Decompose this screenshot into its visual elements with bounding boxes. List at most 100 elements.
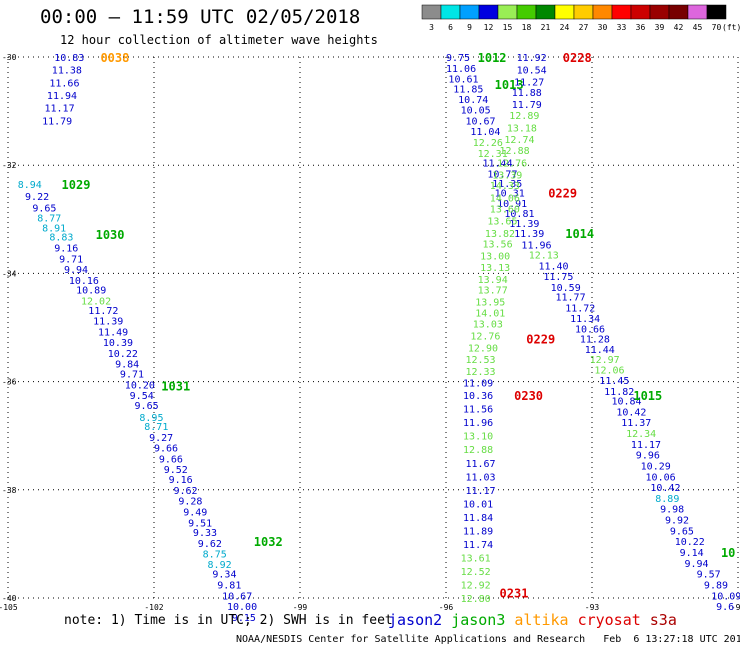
wave-height-value: 11.67 xyxy=(465,459,495,470)
colorscale-label: 42 xyxy=(674,23,684,32)
wave-height-value: 12.34 xyxy=(626,429,656,440)
pass-time-label: 1030 xyxy=(96,228,125,242)
wave-height-value: 9.52 xyxy=(164,465,188,476)
chart-subtitle: 12 hour collection of altimeter wave hei… xyxy=(60,33,378,47)
wave-height-value: 13.18 xyxy=(507,123,537,134)
wave-height-value: 11.17 xyxy=(631,440,661,451)
wave-height-value: 10.01 xyxy=(463,499,493,510)
wave-height-value: 9.16 xyxy=(169,475,193,486)
wave-height-value: 9.92 xyxy=(665,516,689,527)
wave-height-value: 10.91 xyxy=(497,199,527,210)
wave-height-value: 8.95 xyxy=(139,413,163,424)
wave-height-value: 10.84 xyxy=(611,397,641,408)
wave-height-value: 11.88 xyxy=(512,88,542,99)
wave-height-value: 13.77 xyxy=(478,286,508,297)
wave-height-value: 9.16 xyxy=(54,243,78,254)
wave-height-value: 13.65 xyxy=(487,216,517,227)
wave-height-value: 10.36 xyxy=(463,391,493,402)
plot-grid xyxy=(7,56,739,599)
wave-height-value: 11.85 xyxy=(453,84,483,95)
pass-time-label: 0230 xyxy=(514,389,543,403)
pass-time-label: 0229 xyxy=(548,186,577,200)
wave-height-value: 11.39 xyxy=(514,229,544,240)
wave-height-value: 13.82 xyxy=(485,229,515,240)
colorscale-swatch xyxy=(497,4,518,20)
wave-height-value: 12.76 xyxy=(470,332,500,343)
wave-height-value: 9.33 xyxy=(193,528,217,539)
wave-height-value: 9.65 xyxy=(670,526,694,537)
wave-height-value: 8.77 xyxy=(37,214,61,225)
colorscale-label: 24 xyxy=(560,23,570,32)
colorscale-label: 15 xyxy=(503,23,513,32)
wave-height-value: 11.79 xyxy=(42,116,72,127)
y-tick-label: -32 xyxy=(2,161,17,170)
pass-time-label: 0228 xyxy=(563,51,592,65)
wave-height-value: 11.35 xyxy=(492,179,522,190)
y-tick-label: -40 xyxy=(2,594,17,603)
wave-height-value: 12.76 xyxy=(497,158,527,169)
wave-height-value: 9.14 xyxy=(680,548,704,559)
wave-height-value: 8.83 xyxy=(49,233,73,244)
colorscale-label: 9 xyxy=(467,23,472,32)
wave-height-value: 12.53 xyxy=(465,355,495,366)
wave-height-value: 11.94 xyxy=(47,91,77,102)
pass-time-label: 1029 xyxy=(62,178,91,192)
wave-height-value: 8.89 xyxy=(655,494,679,505)
wave-height-value: 13.13 xyxy=(480,263,510,274)
colorscale-unit: (ft) xyxy=(722,23,740,32)
colorscale-swatch xyxy=(440,4,461,20)
wave-height-value: 11.89 xyxy=(463,526,493,537)
wave-height-value: 10.67 xyxy=(465,116,495,127)
colorscale-swatch xyxy=(706,4,727,20)
wave-height-value: 9.81 xyxy=(217,580,241,591)
wave-height-value: 12.31 xyxy=(478,149,508,160)
wave-height-value: 10.22 xyxy=(675,537,705,548)
wave-height-value: 13.10 xyxy=(463,432,493,443)
colorscale-label: 33 xyxy=(617,23,627,32)
y-tick-label: -30 xyxy=(2,53,17,62)
wave-height-value: 12.52 xyxy=(461,567,491,578)
colorscale-swatch xyxy=(478,4,499,20)
satellite-legend: jason2 jason3 altika cryosat s3a xyxy=(388,611,686,629)
wave-height-value: 9.96 xyxy=(636,451,660,462)
wave-height-value: 11.03 xyxy=(465,472,495,483)
colorscale-label: 21 xyxy=(541,23,551,32)
wave-height-value: 12.02 xyxy=(81,296,111,307)
wave-height-value: 10.31 xyxy=(495,188,525,199)
wave-height-value: 13.03 xyxy=(473,320,503,331)
x-tick-label: -105 xyxy=(0,603,18,612)
wave-height-value: 12.26 xyxy=(473,138,503,149)
footer-credit: NOAA/NESDIS Center for Satellite Applica… xyxy=(236,634,740,645)
wave-height-value: 11.45 xyxy=(599,376,629,387)
y-tick-label: -38 xyxy=(2,486,17,495)
wave-height-value: 14.06 xyxy=(490,194,520,205)
wave-height-value: 9.65 xyxy=(135,401,159,412)
colorscale-label: 39 xyxy=(655,23,665,32)
colorscale-swatch xyxy=(668,4,689,20)
wave-height-value: 12.74 xyxy=(504,135,534,146)
wave-height-value: 8.92 xyxy=(208,560,232,571)
wave-height-value: 11.38 xyxy=(52,65,82,76)
legend-entry-altika: altika xyxy=(514,611,569,629)
wave-height-value: 14.01 xyxy=(475,308,505,319)
wave-height-value: 10.67 xyxy=(222,591,252,602)
x-tick-label: -99 xyxy=(293,603,308,612)
wave-height-value: 11.39 xyxy=(93,316,123,327)
colorscale-swatch xyxy=(649,4,670,20)
wave-height-value: 13.39 xyxy=(492,170,522,181)
wave-height-value: 11.72 xyxy=(565,303,595,314)
wave-height-value: 10.83 xyxy=(54,53,84,64)
footer-note: note: 1) Time is in UTC; 2) SWH is in fe… xyxy=(64,613,393,628)
colorscale-label: 27 xyxy=(579,23,589,32)
colorscale-swatch xyxy=(459,4,480,20)
wave-height-value: 9.94 xyxy=(684,559,708,570)
wave-height-value: 12.06 xyxy=(594,366,624,377)
colorscale-swatch xyxy=(421,4,442,20)
wave-height-value: 11.92 xyxy=(517,53,547,64)
wave-height-value: 11.82 xyxy=(604,387,634,398)
wave-height-value: 10.81 xyxy=(504,209,534,220)
pass-time-label: 0038 xyxy=(100,51,129,65)
wave-height-value: 10.66 xyxy=(575,325,605,336)
colorscale-swatch xyxy=(554,4,575,20)
